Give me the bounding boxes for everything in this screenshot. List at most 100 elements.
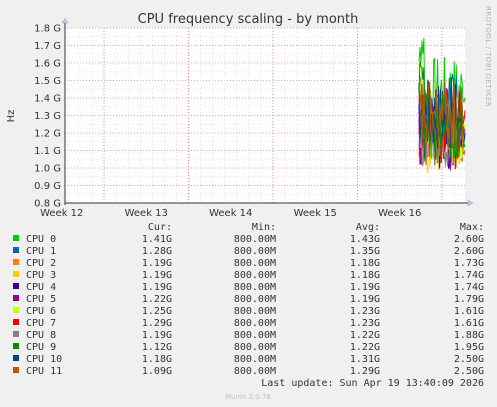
legend-cur: 1.41G [142, 234, 172, 245]
legend-cur: 1.19G [142, 282, 172, 293]
legend-row: CPU 5 1.22G 800.00M 1.19G 1.79G [13, 294, 484, 305]
legend-swatch [13, 355, 19, 361]
legend-max: 1.61G [454, 318, 484, 329]
legend-min: 800.00M [234, 282, 276, 293]
legend-cur: 1.19G [142, 258, 172, 269]
legend-avg: 1.22G [350, 330, 380, 341]
legend-swatch [13, 319, 19, 325]
legend-cur: 1.28G [142, 246, 172, 257]
legend-name: CPU 1 [26, 246, 56, 257]
legend-row: CPU 10 1.18G 800.00M 1.31G 2.50G [13, 354, 484, 365]
legend-swatch [13, 307, 19, 313]
legend-max: 1.88G [454, 330, 484, 341]
legend-min: 800.00M [234, 330, 276, 341]
legend-max: 1.74G [454, 282, 484, 293]
y-tick-label: 1.6 G [34, 59, 61, 70]
y-tick-label: 1.4 G [34, 94, 61, 105]
legend-swatch [13, 295, 19, 301]
legend-avg: 1.23G [350, 318, 380, 329]
legend-max: 2.50G [454, 366, 484, 377]
legend-min: 800.00M [234, 306, 276, 317]
legend-min: 800.00M [234, 234, 276, 245]
legend-max: 2.60G [454, 246, 484, 257]
legend-name: CPU 9 [26, 342, 56, 353]
legend-max: 1.61G [454, 306, 484, 317]
rrdtool-credit: RRDTOOL / TOBI OETIKER [484, 6, 492, 107]
x-tick-label: Week 15 [294, 208, 337, 219]
legend-row: CPU 9 1.12G 800.00M 1.22G 1.95G [13, 342, 484, 353]
legend-min: 800.00M [234, 294, 276, 305]
legend-name: CPU 10 [26, 354, 62, 365]
legend-row: CPU 3 1.19G 800.00M 1.18G 1.74G [13, 270, 484, 281]
legend-cur: 1.29G [142, 318, 172, 329]
legend-name: CPU 5 [26, 294, 56, 305]
y-tick-label: 1.1 G [34, 146, 61, 157]
legend-avg: 1.19G [350, 294, 380, 305]
y-axis-label: Hz [6, 110, 17, 123]
legend-max: 1.74G [454, 270, 484, 281]
legend-row: CPU 11 1.09G 800.00M 1.29G 2.50G [13, 366, 484, 377]
legend-swatch [13, 331, 19, 337]
legend-row: CPU 4 1.19G 800.00M 1.19G 1.74G [13, 282, 484, 293]
legend-max: 2.50G [454, 354, 484, 365]
legend-name: CPU 0 [26, 234, 56, 245]
legend-header-cur: Cur: [148, 222, 172, 233]
legend-header-avg: Avg: [356, 222, 380, 233]
legend-max: 1.79G [454, 294, 484, 305]
legend-row: CPU 2 1.19G 800.00M 1.18G 1.73G [13, 258, 484, 269]
legend-max: 1.95G [454, 342, 484, 353]
legend-cur: 1.12G [142, 342, 172, 353]
legend-swatch [13, 235, 19, 241]
x-axis: Week 12 Week 13 Week 14 Week 15 Week 16 [40, 208, 421, 219]
legend-cur: 1.25G [142, 306, 172, 317]
munin-version: Munin 2.0.76 [225, 393, 271, 401]
legend-row: CPU 1 1.28G 800.00M 1.35G 2.60G [13, 246, 484, 257]
y-tick-label: 1.5 G [34, 76, 61, 87]
legend-swatch [13, 283, 19, 289]
axes [61, 17, 474, 207]
legend-name: CPU 7 [26, 318, 56, 329]
legend-avg: 1.23G [350, 306, 380, 317]
legend-header-min: Min: [252, 222, 276, 233]
legend-row: CPU 7 1.29G 800.00M 1.23G 1.61G [13, 318, 484, 329]
legend-name: CPU 4 [26, 282, 56, 293]
legend-swatch [13, 259, 19, 265]
legend-header-max: Max: [460, 222, 484, 233]
y-tick-label: 0.8 G [34, 199, 61, 210]
series-line-cpu-11 [418, 81, 466, 157]
legend-min: 800.00M [234, 318, 276, 329]
legend-avg: 1.18G [350, 270, 380, 281]
legend-min: 800.00M [234, 246, 276, 257]
legend-swatch [13, 367, 19, 373]
grid [65, 27, 465, 203]
series-lines [418, 37, 466, 174]
legend-min: 800.00M [234, 342, 276, 353]
y-axis-arrow [61, 17, 69, 24]
legend-cur: 1.22G [142, 294, 172, 305]
y-axis: 0.8 G 0.9 G 1.0 G 1.1 G 1.2 G 1.3 G 1.4 G 1.5 G… [34, 24, 61, 210]
x-tick-label: Week 13 [125, 208, 168, 219]
y-tick-label: 1.0 G [34, 164, 61, 175]
legend-cur: 1.09G [142, 366, 172, 377]
x-tick-label: Week 12 [40, 208, 83, 219]
y-tick-label: 1.2 G [34, 129, 61, 140]
legend-row: CPU 6 1.25G 800.00M 1.23G 1.61G [13, 306, 484, 317]
y-tick-label: 0.9 G [34, 181, 61, 192]
legend-cur: 1.19G [142, 270, 172, 281]
legend-avg: 1.29G [350, 366, 380, 377]
legend-avg: 1.31G [350, 354, 380, 365]
legend-swatch [13, 343, 19, 349]
legend-avg: 1.43G [350, 234, 380, 245]
legend-cur: 1.19G [142, 330, 172, 341]
legend-min: 800.00M [234, 354, 276, 365]
legend-max: 1.73G [454, 258, 484, 269]
legend-min: 800.00M [234, 366, 276, 377]
y-tick-label: 1.7 G [34, 41, 61, 52]
chart-title: CPU frequency scaling - by month [138, 12, 359, 27]
legend-name: CPU 11 [26, 366, 62, 377]
y-tick-label: 1.3 G [34, 111, 61, 122]
legend-name: CPU 8 [26, 330, 56, 341]
legend-min: 800.00M [234, 258, 276, 269]
legend-row: CPU 0 1.41G 800.00M 1.43G 2.60G [13, 234, 484, 245]
